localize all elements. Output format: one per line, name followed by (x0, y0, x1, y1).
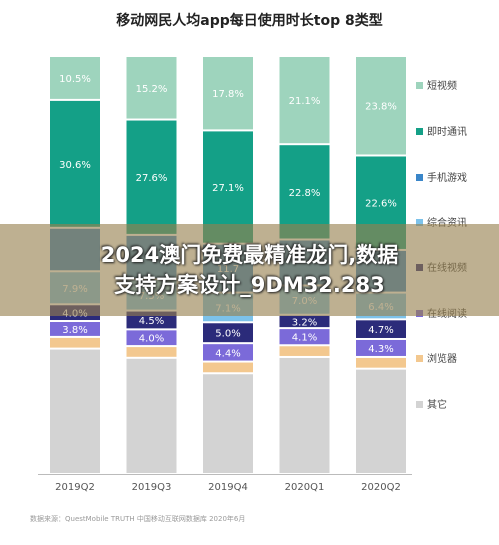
legend-swatch (416, 355, 423, 362)
data-label: 10.5% (59, 74, 91, 85)
data-label: 3.8% (62, 325, 87, 336)
source-note: 数据来源：QuestMobile TRUTH 中国移动互联网数据库 2020年6… (30, 515, 246, 523)
bar-segment (50, 57, 100, 99)
bar-segment (203, 57, 253, 130)
data-label: 4.4% (215, 348, 240, 359)
legend-label: 手机游戏 (427, 171, 467, 184)
bar-segment (203, 362, 253, 373)
bar-segment (356, 357, 406, 368)
legend-swatch (416, 219, 423, 226)
bar-segment (203, 323, 253, 343)
x-tick-label: 2020Q2 (361, 482, 401, 493)
legend-label: 浏览器 (427, 352, 457, 365)
bar-segment (126, 57, 177, 119)
legend-swatch (416, 174, 423, 181)
data-label: 3.2% (292, 317, 317, 328)
bar-segment (50, 337, 100, 348)
bar-segment (279, 346, 330, 356)
bar-segment (50, 349, 100, 473)
legend-swatch (416, 401, 423, 408)
bar-segment (279, 315, 330, 328)
bar-segment (279, 145, 330, 239)
bar-segment (126, 358, 177, 473)
bar-segment (356, 57, 406, 155)
data-label: 17.8% (212, 89, 244, 100)
legend-label: 短视频 (427, 79, 457, 92)
bar-segment (126, 330, 177, 346)
bar-segment (50, 100, 100, 227)
legend-swatch (416, 128, 423, 135)
data-label: 27.1% (212, 183, 244, 194)
legend-label: 其它 (427, 398, 447, 411)
data-label: 15.2% (136, 84, 168, 95)
bar-segment (356, 339, 406, 356)
data-label: 4.1% (292, 333, 317, 344)
chart-title: 移动网民人均app每日使用时长top 8类型 (116, 13, 383, 29)
bar-segment (50, 322, 100, 336)
bar-segment (126, 120, 177, 234)
bar-segment (279, 357, 330, 473)
overlay-banner: 2024澳门免费最精准龙门,数据 支持方案设计_9DM32.283 (0, 224, 499, 316)
bar-segment (356, 369, 406, 473)
data-label: 22.8% (289, 188, 321, 199)
bar-segment (203, 374, 253, 473)
x-tick-label: 2019Q2 (55, 482, 95, 493)
bar-segment (279, 57, 330, 144)
data-label: 4.5% (139, 316, 164, 327)
data-label: 30.6% (59, 160, 91, 171)
data-label: 4.7% (368, 325, 393, 336)
bar-segment (356, 320, 406, 338)
bar-segment (126, 347, 177, 357)
data-label: 4.3% (368, 344, 393, 355)
data-label: 4.0% (139, 334, 164, 345)
x-tick-label: 2019Q4 (208, 482, 248, 493)
data-label: 21.1% (289, 96, 321, 107)
data-label: 27.6% (136, 173, 168, 184)
data-label: 22.6% (365, 199, 397, 210)
legend-label: 即时通讯 (427, 126, 467, 138)
data-label: 5.0% (215, 329, 240, 340)
data-label: 23.8% (365, 102, 397, 113)
x-tick-label: 2020Q1 (285, 482, 325, 493)
x-tick-label: 2019Q3 (132, 482, 172, 493)
legend-swatch (416, 82, 423, 89)
bar-segment (279, 329, 330, 345)
bar-segment (203, 344, 253, 361)
overlay-line-1: 2024澳门免费最精准龙门,数据 (100, 243, 399, 267)
overlay-line-2: 支持方案设计_9DM32.283 (114, 273, 385, 297)
